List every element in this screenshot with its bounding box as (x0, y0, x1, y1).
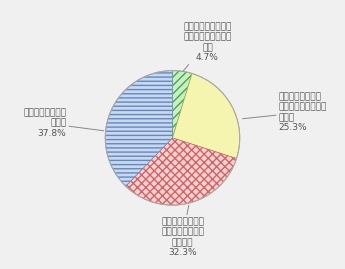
Text: クラウドソーシング
で仕事をしたことが
ある
4.7%: クラウドソーシング で仕事をしたことが ある 4.7% (183, 22, 231, 71)
Wedge shape (126, 138, 237, 205)
Wedge shape (172, 71, 192, 138)
Wedge shape (105, 70, 172, 186)
Text: 言葉を聞いたこと
がない
37.8%: 言葉を聞いたこと がない 37.8% (23, 108, 104, 138)
Text: 言葉を聞いたこと
があるが、内容は
知らない
32.3%: 言葉を聞いたこと があるが、内容は 知らない 32.3% (161, 205, 204, 257)
Wedge shape (172, 73, 240, 158)
Text: 内容は知っている
が、仕事をしたこと
はない
25.3%: 内容は知っている が、仕事をしたこと はない 25.3% (243, 92, 327, 132)
